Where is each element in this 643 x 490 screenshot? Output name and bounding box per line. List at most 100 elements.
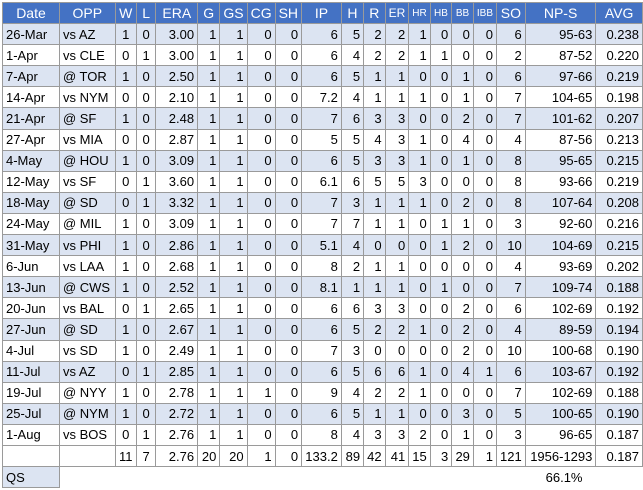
cell-era: 2.72 — [155, 402, 199, 425]
cell-so: 7 — [496, 86, 526, 109]
table-body: 26-Mar vs AZ 1 0 3.00 1 1 0 0 6 5 2 2 1 0 0 0 6 95-63 0.238… — [2, 23, 643, 489]
cell-sh: 0 — [274, 23, 303, 46]
cell-np-s: 109-74 — [524, 276, 597, 299]
cell-w: 0 — [114, 44, 137, 67]
cell-l: 1 — [135, 44, 157, 67]
total-so: 121 — [496, 444, 526, 468]
cell-g: 1 — [197, 44, 221, 67]
column-header-hr: HR — [408, 1, 431, 25]
cell-date: 11-Jul — [2, 360, 60, 383]
table-row: 27-Jun @ SD 1 0 2.67 1 1 0 0 6 5 2 2 1 0 2 0 4 89-59 0.194 — [2, 318, 643, 341]
cell-hr: 1 — [408, 86, 431, 109]
cell-er: 3 — [384, 107, 410, 130]
cell-w: 0 — [114, 423, 137, 446]
cell-g: 1 — [197, 276, 221, 299]
column-header-date: Date — [2, 1, 60, 25]
cell-era: 3.09 — [155, 212, 199, 236]
table-row: 7-Apr @ TOR 1 0 2.50 1 1 0 0 6 5 1 1 0 0 1 0 6 97-66 0.219 — [2, 65, 643, 88]
total-gs: 20 — [219, 444, 248, 468]
cell-avg: 0.208 — [595, 191, 643, 214]
cell-date: 6-Jun — [2, 255, 60, 278]
cell-so: 2 — [496, 44, 526, 67]
column-header-bb: BB — [451, 1, 474, 25]
cell-bb: 0 — [451, 23, 474, 46]
cell-opp: @ NYM — [58, 402, 116, 425]
cell-bb: 4 — [451, 128, 474, 151]
table-row: 31-May vs PHI 1 0 2.86 1 1 0 0 5.1 4 0 0 0 1 2 0 10 104-69… — [2, 234, 643, 257]
cell-g: 1 — [197, 402, 221, 425]
cell-hr: 1 — [408, 44, 431, 67]
cell-l: 0 — [135, 381, 157, 404]
cell-np-s: 107-64 — [524, 191, 597, 214]
cell-er: 2 — [384, 381, 410, 404]
cell-sh: 0 — [274, 423, 303, 446]
cell-ibb: 0 — [472, 107, 498, 130]
cell-g: 1 — [197, 107, 221, 130]
cell-hr: 0 — [408, 402, 431, 425]
cell-era: 2.50 — [155, 65, 199, 88]
cell-g: 1 — [197, 360, 221, 383]
column-header-hb: HB — [429, 1, 453, 25]
table-row: 4-May @ HOU 1 0 3.09 1 1 0 0 6 5 3 3 1 0 1 0 8 95-65 0.215 — [2, 149, 643, 172]
cell-ip: 7 — [301, 107, 342, 130]
cell-l: 1 — [135, 170, 157, 193]
cell-np-s: 96-65 — [524, 423, 597, 446]
column-header-cg: CG — [246, 1, 276, 25]
cell-r: 1 — [363, 276, 386, 299]
cell-ip: 6 — [301, 402, 342, 425]
cell-np-s: 102-69 — [524, 381, 597, 404]
column-header-h: H — [340, 1, 365, 25]
column-header-opp: OPP — [58, 1, 116, 25]
cell-w: 0 — [114, 191, 137, 214]
cell-er: 2 — [384, 318, 410, 341]
cell-avg: 0.202 — [595, 255, 643, 278]
cell-era: 2.48 — [155, 107, 199, 130]
table-row: 12-May vs SF 0 1 3.60 1 1 0 0 6.1 6 5 5 3 0 0 0 8 93-66 0.2… — [2, 170, 643, 193]
cell-era: 2.85 — [155, 360, 199, 383]
cell-era: 2.86 — [155, 234, 199, 257]
cell-ibb: 0 — [472, 234, 498, 257]
cell-opp: vs LAA — [58, 255, 116, 278]
cell-gs: 1 — [219, 149, 248, 172]
cell-ibb: 0 — [472, 191, 498, 214]
cell-bb: 1 — [451, 149, 474, 172]
cell-so: 7 — [496, 381, 526, 404]
cell-bb: 1 — [451, 212, 474, 236]
cell-opp: vs SF — [58, 170, 116, 193]
cell-er: 6 — [384, 360, 410, 383]
cell-cg: 1 — [246, 381, 276, 404]
cell-ibb: 0 — [472, 318, 498, 341]
cell-h: 5 — [340, 318, 365, 341]
total-ibb: 1 — [472, 444, 498, 468]
cell-np-s: 92-60 — [524, 212, 597, 236]
cell-bb: 0 — [451, 44, 474, 67]
cell-hb: 0 — [429, 339, 453, 362]
cell-hb: 0 — [429, 23, 453, 46]
cell-era: 2.68 — [155, 255, 199, 278]
cell-er: 0 — [384, 339, 410, 362]
column-header-so: SO — [496, 1, 526, 25]
cell-er: 5 — [384, 170, 410, 193]
cell-er: 1 — [384, 402, 410, 425]
cell-cg: 0 — [246, 86, 276, 109]
cell-l: 1 — [135, 423, 157, 446]
cell-hb: 0 — [429, 149, 453, 172]
total-bb: 29 — [451, 444, 474, 468]
total-cg: 1 — [246, 444, 276, 468]
cell-np-s: 95-65 — [524, 149, 597, 172]
cell-h: 5 — [340, 128, 365, 151]
cell-r: 2 — [363, 381, 386, 404]
cell-hb: 0 — [429, 128, 453, 151]
cell-date: 4-May — [2, 149, 60, 172]
cell-g: 1 — [197, 149, 221, 172]
cell-g: 1 — [197, 423, 221, 446]
cell-h: 1 — [340, 276, 365, 299]
cell-np-s: 97-66 — [524, 65, 597, 88]
cell-r: 1 — [363, 65, 386, 88]
cell-date: 7-Apr — [2, 65, 60, 88]
cell-cg: 0 — [246, 339, 276, 362]
cell-opp: vs BOS — [58, 423, 116, 446]
cell-ip: 6 — [301, 297, 342, 320]
cell-date: 4-Jul — [2, 339, 60, 362]
cell-avg: 0.190 — [595, 402, 643, 425]
